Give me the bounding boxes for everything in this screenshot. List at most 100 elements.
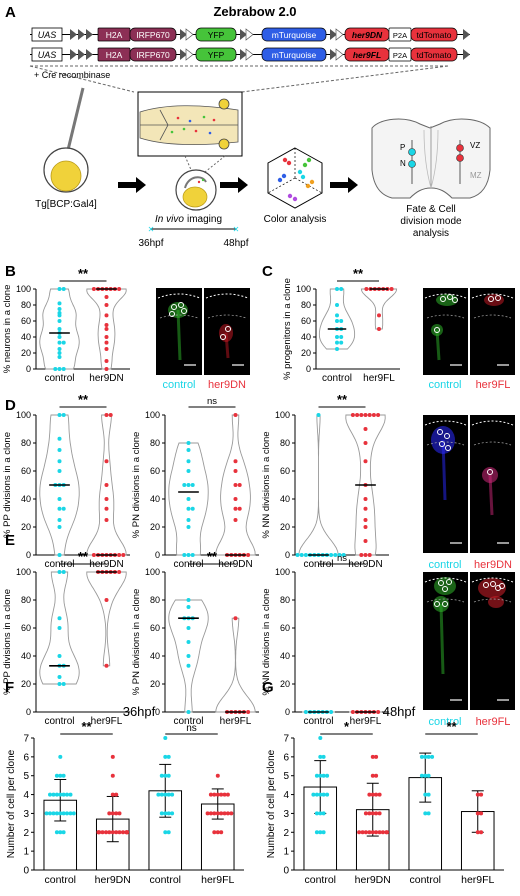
data-point <box>335 340 339 345</box>
t36-label: 36hpf <box>138 238 163 249</box>
data-point <box>423 811 428 816</box>
cell-process <box>488 474 494 516</box>
significance-label: ** <box>207 549 218 564</box>
data-point <box>423 792 428 797</box>
color-clone-dot <box>282 157 288 163</box>
data-point <box>61 773 66 778</box>
data-point <box>341 553 346 557</box>
y-tick-label: 80 <box>150 595 160 605</box>
color-clone-dot <box>287 193 293 199</box>
y-tick-label: 80 <box>21 300 31 310</box>
data-point <box>163 792 168 797</box>
svg-text:✕: ✕ <box>233 225 240 234</box>
data-point <box>374 811 379 816</box>
data-point <box>295 553 300 557</box>
data-point <box>186 626 191 630</box>
data-point <box>321 792 326 797</box>
data-point <box>426 792 431 797</box>
data-point <box>186 654 191 658</box>
data-point <box>65 811 69 816</box>
cell-marker <box>434 327 440 333</box>
data-point <box>91 287 96 291</box>
data-point <box>166 754 171 759</box>
data-point <box>215 773 220 778</box>
y-axis-title: % PN divisions in a clone <box>131 432 142 539</box>
violin-shape <box>318 288 356 350</box>
cell-marker <box>442 586 448 592</box>
y-axis-title: % NN divisions in a clone <box>261 588 272 695</box>
y-tick-label: 100 <box>16 567 31 577</box>
apical-boundary <box>157 293 201 299</box>
significance-label: ** <box>81 719 92 734</box>
apical-boundary <box>424 293 467 299</box>
loxp-icon <box>70 29 77 40</box>
color-clone-dot <box>277 177 283 183</box>
data-point <box>61 570 66 574</box>
data-point <box>479 811 484 816</box>
cell-marker <box>442 601 448 607</box>
significance-label: ** <box>446 719 457 734</box>
x-tick-label: her9FL <box>201 874 234 886</box>
cell-marker <box>444 433 450 439</box>
gene-irfp-box <box>129 47 177 62</box>
data-point <box>359 553 364 557</box>
cell-process <box>441 439 447 501</box>
y-tick-label: 80 <box>21 595 31 605</box>
cell-marker <box>178 302 184 308</box>
data-point <box>299 553 304 557</box>
data-point <box>335 303 339 307</box>
data-point <box>367 811 372 816</box>
data-point <box>159 811 164 816</box>
data-point <box>110 830 115 835</box>
data-point <box>68 811 73 816</box>
y-tick-label: 0 <box>285 550 290 560</box>
gene-mturq-box <box>261 47 327 62</box>
data-point <box>57 301 62 306</box>
micrograph-label-her9dn: her9DN <box>208 379 246 391</box>
cell-process <box>439 603 445 675</box>
data-point <box>57 307 62 311</box>
lox2272-icon <box>245 28 254 41</box>
data-point <box>57 459 62 464</box>
data-point <box>159 792 164 797</box>
apical-boundary <box>205 293 249 299</box>
y-tick-label: 0 <box>155 550 160 560</box>
data-point <box>350 413 355 417</box>
data-point <box>104 327 109 331</box>
data-point <box>182 553 187 557</box>
data-point <box>166 830 171 835</box>
cell-marker <box>483 582 489 588</box>
data-point <box>475 811 480 816</box>
y-tick-label: 100 <box>145 410 160 420</box>
micrograph <box>204 288 250 375</box>
x-tick-label: control <box>303 716 333 727</box>
gene-tdtom-label: tdTomato <box>417 50 452 60</box>
gene-irfp-label: IRFP670 <box>136 50 170 60</box>
y-tick-label: 60 <box>21 316 31 326</box>
data-point <box>163 754 168 759</box>
data-point <box>107 830 112 835</box>
y-tick-label: 20 <box>301 348 311 358</box>
data-point <box>321 773 326 778</box>
data-point <box>104 323 109 327</box>
loxp-icon <box>240 49 247 60</box>
data-point <box>57 506 62 511</box>
loxp-icon <box>330 29 337 40</box>
data-point <box>100 830 105 835</box>
data-point <box>233 483 238 487</box>
data-point <box>363 518 368 522</box>
data-point <box>377 811 382 816</box>
data-point <box>57 436 62 441</box>
y-tick-label: 0 <box>26 364 31 374</box>
cell-marker <box>445 445 451 451</box>
violin-shape <box>86 288 127 370</box>
data-point <box>357 830 362 835</box>
data-point <box>350 710 355 714</box>
y-tick-label: 1 <box>283 847 289 858</box>
chart-title: 36hpf <box>123 704 156 719</box>
data-point <box>329 710 334 714</box>
color-clone-dot <box>286 160 292 166</box>
data-point <box>385 830 389 835</box>
y-tick-label: 5 <box>23 771 29 782</box>
